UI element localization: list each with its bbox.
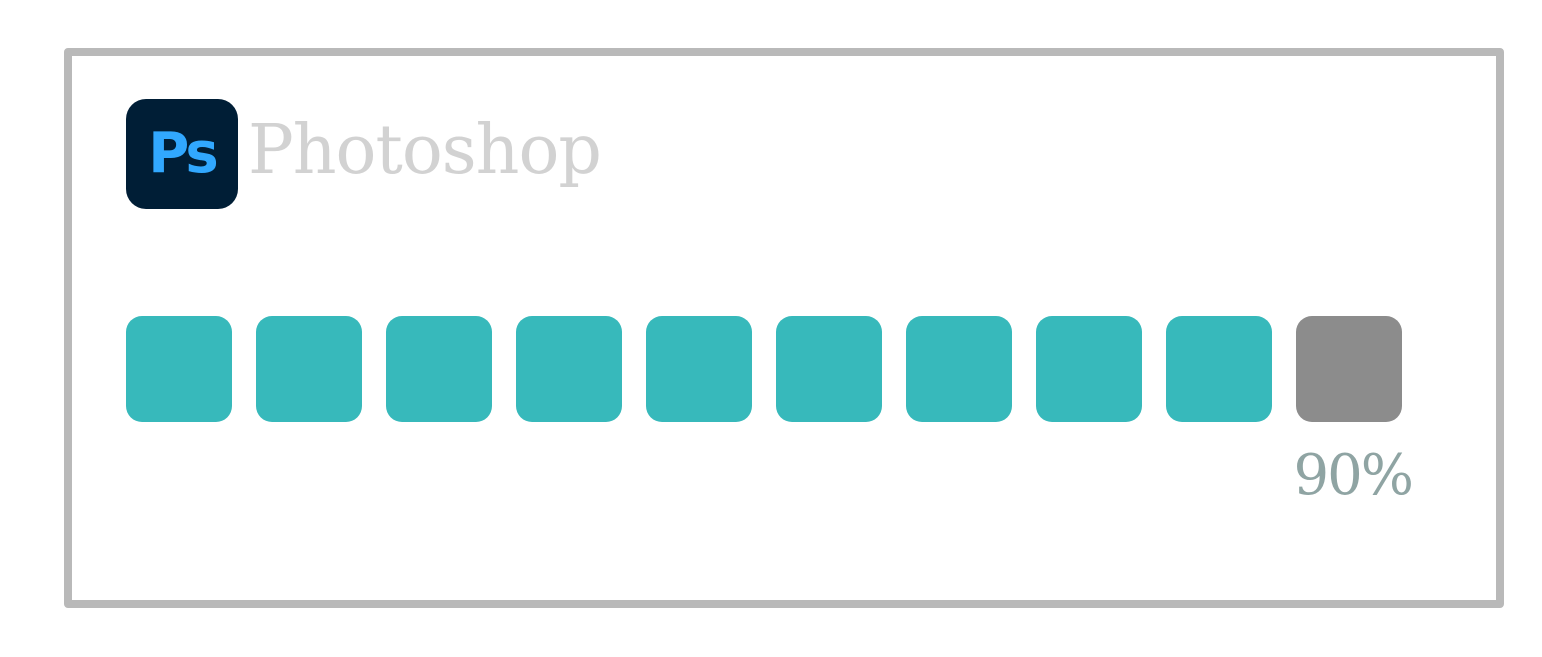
progress-block-filled <box>126 316 232 422</box>
progress-block-filled <box>906 316 1012 422</box>
progress-percent: 90% <box>1293 443 1414 508</box>
progress-block-empty <box>1296 316 1402 422</box>
app-title: Photoshop <box>248 111 602 190</box>
progress-block-filled <box>1166 316 1272 422</box>
progress-block-filled <box>1036 316 1142 422</box>
app-header: Ps Photoshop <box>126 98 602 210</box>
loading-window: Ps Photoshop 90% <box>64 48 1504 608</box>
progress-block-filled <box>386 316 492 422</box>
progress-block-filled <box>776 316 882 422</box>
progress-block-filled <box>646 316 752 422</box>
progress-block-filled <box>516 316 622 422</box>
logo-text: Ps <box>148 120 218 186</box>
progress-bar <box>126 316 1414 422</box>
progress-block-filled <box>256 316 362 422</box>
photoshop-logo-icon: Ps <box>126 99 238 209</box>
